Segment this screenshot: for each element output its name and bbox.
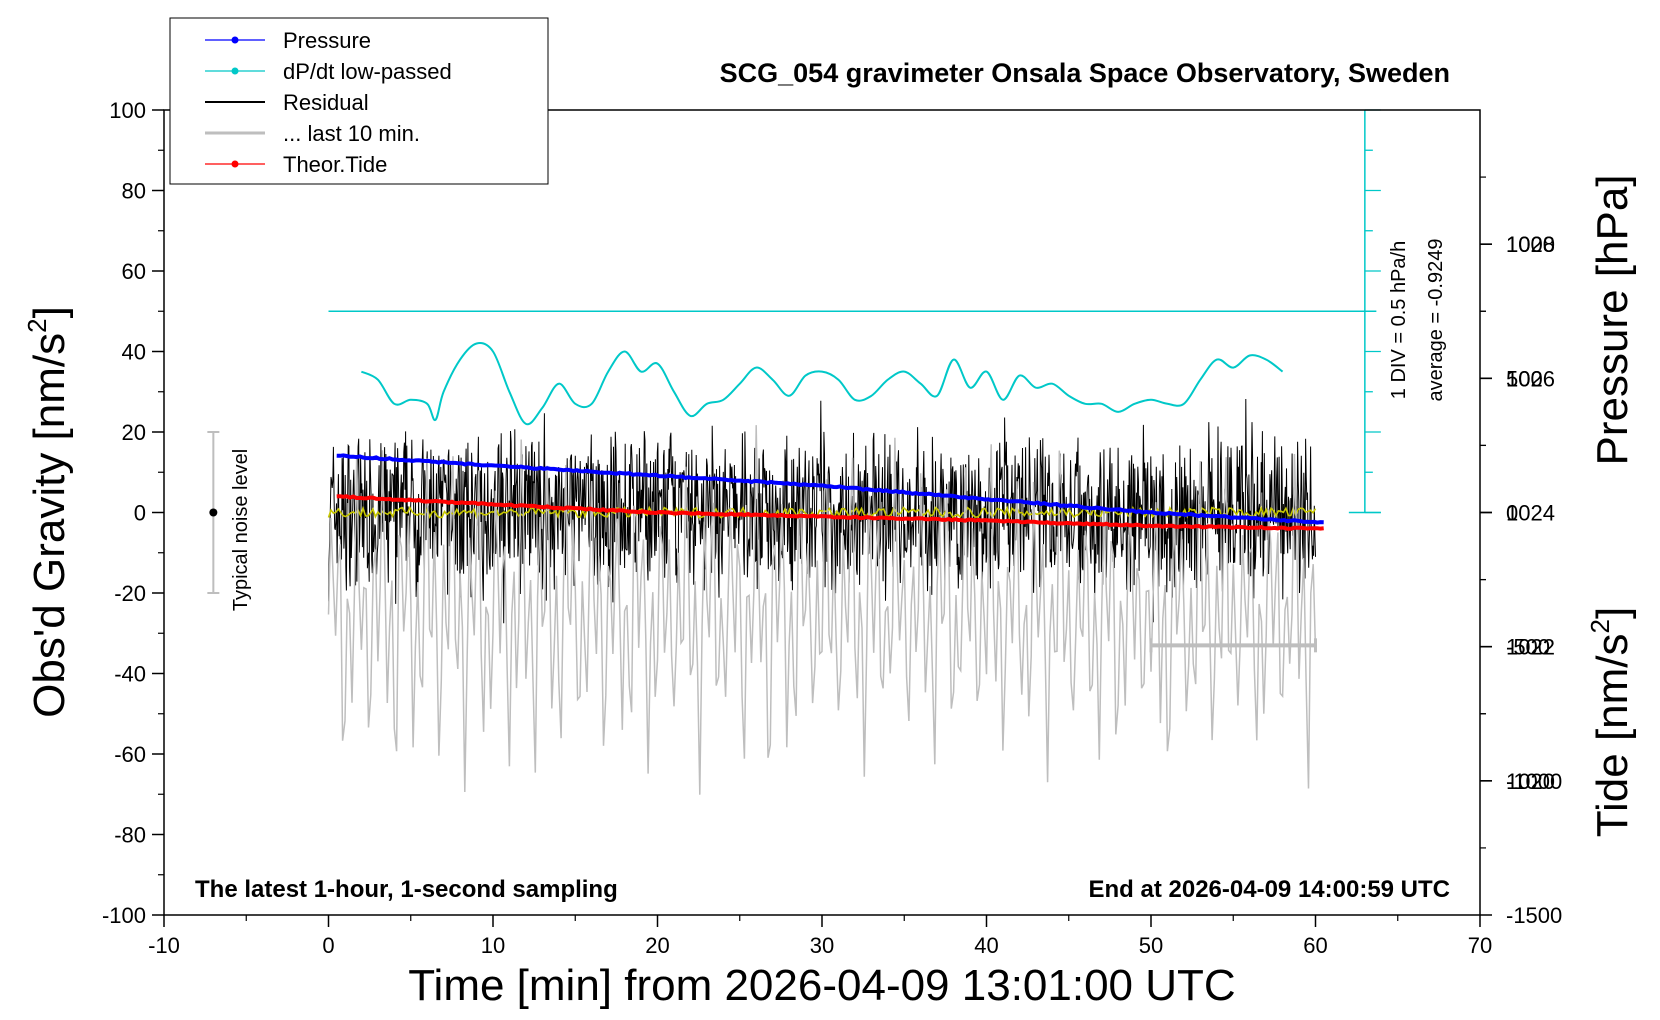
legend: Pressure dP/dt low-passed Residual ... last… (169, 17, 549, 185)
x-axis-title: Time [min] from 2026-04-09 13:01:00 UTC (408, 961, 1235, 1010)
y-tick-label: -80 (114, 823, 146, 848)
legend-label: Pressure (283, 28, 371, 53)
noise-level-label: Typical noise level (230, 449, 252, 611)
y-axis-title-left-close: ] (25, 306, 74, 318)
y-axis-title-tide: Tide [nm/s2] (1585, 607, 1637, 837)
y-tick-label: 0 (134, 501, 146, 526)
last-10-min-line (327, 425, 1317, 795)
y-axis-title-tide-text: Tide [nm/s (1588, 633, 1637, 837)
legend-label: dP/dt low-passed (283, 59, 452, 84)
x-axis: -10 0 10 20 30 40 50 60 70 (148, 915, 1492, 958)
pressureline (336, 453, 1324, 525)
annotation-sampling: The latest 1-hour, 1-second sampling (195, 876, 618, 903)
legend-swatch-marker (231, 160, 239, 168)
y-tick-label: 80 (122, 179, 146, 204)
y-tick-label: -100 (102, 903, 146, 928)
legend-label: Theor.Tide (283, 152, 387, 177)
annotation-end-time: End at 2026-04-09 14:00:59 UTC (1089, 876, 1451, 903)
tide-tick-label: -1500 (1506, 903, 1562, 928)
x-tick-label: -10 (148, 933, 180, 958)
x-tick-label: 50 (1139, 933, 1163, 958)
y-axis-title-left-sup: 2 (22, 318, 52, 332)
y-axis-title-tide-close: ] (1588, 607, 1637, 619)
tide-tick-label: -1000 (1506, 769, 1562, 794)
x-tick-label: 70 (1468, 933, 1492, 958)
legend-entries: Pressure dP/dt low-passed Residual ... last… (205, 28, 452, 177)
x-tick-label: 40 (974, 933, 998, 958)
tide-tick-label: 500 (1506, 366, 1543, 391)
y-axis-left: 100 80 60 40 20 0 -20 -40 -60 -80 -100 (102, 98, 164, 928)
tide-tick-label: 0 (1506, 501, 1518, 526)
pressure-tick-label: 1026 (1506, 366, 1555, 391)
legend-label: ... last 10 min. (283, 121, 420, 146)
x-tick-label: 10 (481, 933, 505, 958)
x-tick-label: 20 (645, 933, 669, 958)
pressure-tick-label: 1022 (1506, 635, 1555, 660)
y-tick-label: -20 (114, 581, 146, 606)
y-axis-title-left-text: Obs'd Gravity [nm/s (25, 333, 74, 718)
legend-swatch-marker (231, 67, 239, 75)
theor-tideline (336, 494, 1324, 531)
x-tick-label: 60 (1303, 933, 1327, 958)
theoretical-tide-series (336, 494, 1324, 531)
dpdt-scale-and-bars (207, 109, 1381, 653)
y-tick-label: -40 (114, 662, 146, 687)
x-tick-label: 30 (810, 933, 834, 958)
dpdt-scale-label: 1 DIV = 0.5 hPa/h (1388, 241, 1410, 399)
noise-bar-center (209, 508, 218, 517)
y-tick-label: -60 (114, 742, 146, 767)
pressure-tick-label: 1020 (1506, 769, 1555, 794)
y-axis-title-pressure: Pressure [hPa] (1588, 174, 1637, 465)
pressure-series (336, 453, 1324, 525)
x-tick-label: 0 (322, 933, 334, 958)
chart-title: SCG_054 gravimeter Onsala Space Observat… (720, 58, 1450, 88)
y-axis-tide: 1000 500 0 -500 -1000 -1500 (1480, 232, 1562, 928)
pressure-tick-label: 1028 (1506, 232, 1555, 257)
dpdt-line (360, 342, 1284, 426)
dpdt-series (360, 342, 1284, 426)
legend-swatch-marker (231, 36, 239, 44)
y-tick-label: 20 (122, 420, 146, 445)
last-10-min-series (327, 425, 1317, 795)
tide-tick-label: 1000 (1506, 232, 1555, 257)
y-tick-label: 60 (122, 259, 146, 284)
y-tick-label: 100 (109, 98, 146, 123)
y-axis-title-left: Obs'd Gravity [nm/s2] (22, 306, 74, 718)
tide-tick-label: -500 (1506, 635, 1550, 660)
y-tick-label: 40 (122, 340, 146, 365)
residual-series (328, 398, 1316, 624)
legend-label: Residual (283, 90, 369, 115)
y-axis-title-tide-sup: 2 (1585, 619, 1615, 633)
dpdt-average-label: average = -0.9249 (1425, 239, 1447, 402)
residual-line (328, 398, 1316, 624)
pressure-tick-label: 1024 (1506, 501, 1555, 526)
